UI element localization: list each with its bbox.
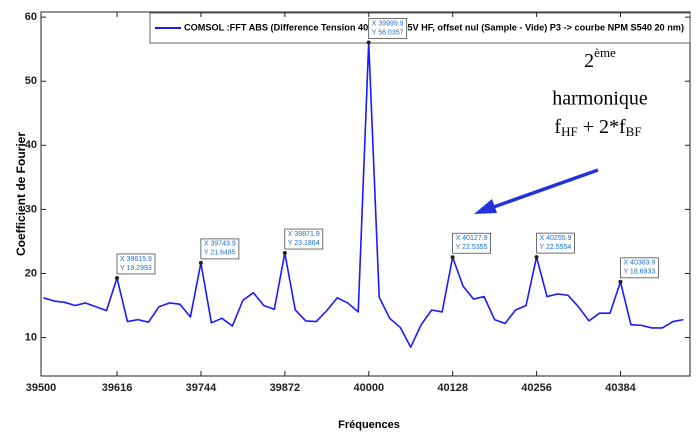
annotation-text: f	[554, 116, 561, 138]
y-tick-label: 30	[25, 203, 37, 215]
datatip-label: Y 21.6485	[204, 250, 236, 257]
datatip-label: X 40255.9	[540, 235, 572, 242]
datatip-label: X 39743.9	[204, 241, 236, 248]
y-tick-label: 50	[25, 75, 37, 87]
x-tick-label: 40384	[605, 382, 636, 394]
datatip: X 39615.9 Y 19.2993	[114, 253, 156, 280]
datatip-point	[618, 279, 623, 284]
legend-box	[149, 12, 691, 44]
annotation-text: HF	[561, 124, 578, 139]
annotation-line: fHF + 2*fBF	[554, 116, 641, 139]
plot-area	[40, 11, 691, 377]
datatip-box	[284, 228, 324, 250]
datatip: X 40255.9 Y 22.5554	[534, 232, 575, 260]
y-tick-label: 60	[25, 11, 37, 23]
datatip-label: Y 22.5554	[540, 244, 572, 251]
datatip-box	[536, 232, 575, 254]
datatip-point	[282, 251, 287, 256]
x-tick-label: 39500	[26, 382, 57, 394]
datatip: X 40127.9 Y 22.5355	[450, 232, 491, 260]
datatip-label: X 39999.9	[372, 20, 404, 27]
x-tick-label: 40000	[353, 382, 384, 394]
datatip-box	[452, 232, 491, 254]
x-axis-label: Fréquences	[338, 419, 400, 431]
y-tick-label: 40	[25, 139, 37, 151]
datatip-label: X 39871.9	[288, 231, 320, 238]
arrow-head	[474, 199, 497, 214]
annotation-text: BF	[626, 124, 642, 139]
datatip: X 39743.9 Y 21.6485	[198, 238, 240, 265]
datatip-point	[198, 260, 203, 265]
datatip-box	[368, 18, 408, 39]
datatip-box	[620, 257, 659, 279]
annotation-line: 2ème	[584, 45, 616, 72]
datatip-label: Y 23.1864	[288, 240, 320, 247]
datatip: X 40383.9 Y 18.6933	[618, 257, 659, 284]
data-line	[43, 41, 684, 348]
y-tick-label: 20	[25, 267, 37, 279]
datatip-label: Y 19.2993	[120, 265, 152, 272]
datatip-point	[114, 275, 119, 280]
datatip-label: Y 18.6933	[623, 269, 655, 276]
arrow-shaft	[487, 168, 599, 211]
annotation-text: ème	[594, 45, 616, 60]
datatip: X 39871.9 Y 23.1864	[282, 228, 324, 256]
datatip-label: X 39615.9	[120, 256, 152, 263]
datatip-label: X 40127.9	[456, 235, 488, 242]
y-axis-label: Coefficient de Fourier	[14, 132, 28, 256]
datatip-point	[534, 255, 539, 260]
x-tick-label: 39744	[186, 382, 217, 394]
datatip-label: Y 56.0357	[372, 29, 404, 36]
datatip-label: X 40383.9	[623, 260, 655, 267]
y-tick-label: 10	[25, 331, 37, 343]
annotation-text: 2	[584, 50, 594, 72]
datatip-box	[200, 238, 240, 260]
annotation: 2ème harmonique fHF + 2*fBF	[552, 45, 648, 139]
annotation-line: harmonique	[552, 88, 648, 110]
legend-label: COMSOL :FFT ABS (Difference Tension 40V …	[184, 23, 684, 34]
datatip: X 39999.9 Y 56.0357	[366, 18, 408, 45]
x-tick-label: 39872	[270, 382, 301, 394]
annotation-text: + 2*f	[578, 116, 626, 138]
x-tick-label: 39616	[102, 382, 133, 394]
x-tick-label: 40256	[521, 382, 552, 394]
datatip-point	[450, 255, 455, 260]
datatip-label: Y 22.5355	[456, 244, 488, 251]
datatip-box	[116, 253, 156, 275]
datatip-point	[366, 40, 371, 45]
x-tick-label: 40128	[437, 382, 468, 394]
